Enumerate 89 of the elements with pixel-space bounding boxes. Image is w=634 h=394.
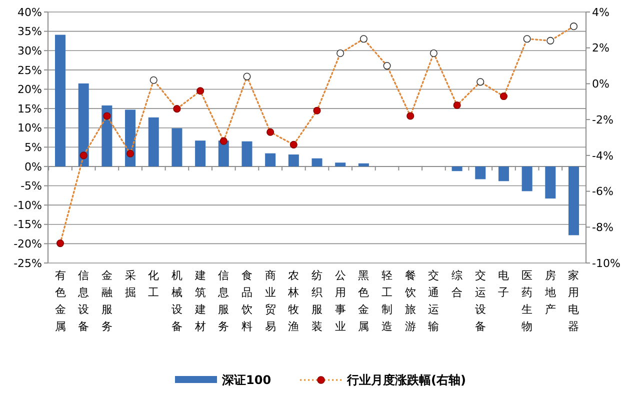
bar (288, 154, 299, 166)
bar (218, 140, 229, 166)
x-tick-label: 黑色金属 (358, 269, 370, 333)
point (336, 49, 344, 58)
bar (312, 158, 322, 166)
y-tick-label: 15% (18, 102, 42, 116)
y2-tick-label: -4% (592, 149, 614, 162)
x-tick-label: 机械设备 (171, 269, 182, 333)
x-tick-label: 电子 (498, 269, 510, 299)
point (56, 240, 64, 248)
x-tick-label: 商业贸易 (264, 269, 276, 333)
y-tick-label: 35% (18, 25, 42, 38)
bar (78, 83, 89, 166)
x-tick-label: 餐饮旅游 (404, 269, 416, 333)
y-tick-label: 20% (18, 83, 42, 96)
x-tick-label: 综合 (452, 269, 463, 299)
y-tick-label: 40% (18, 6, 42, 19)
point (406, 112, 414, 120)
y-tick-label: -5% (20, 180, 42, 193)
x-tick-label: 交通运输 (428, 269, 440, 333)
bar (358, 163, 369, 166)
x-tick-label: 房地产 (544, 269, 556, 316)
point (80, 152, 88, 160)
y2-tick-label: -10% (592, 256, 620, 270)
y-tick-label: 10% (18, 122, 42, 135)
legend-label: 行业月度涨跌幅(右轴) (346, 373, 466, 388)
point (150, 76, 158, 84)
point (523, 35, 531, 43)
bar (195, 140, 206, 166)
point (173, 105, 181, 113)
y2-tick-label: 0% (592, 78, 610, 91)
x-tick-label: 农林牧渔 (287, 269, 300, 333)
point (570, 22, 578, 30)
point (430, 49, 438, 58)
point (546, 36, 554, 44)
point (453, 101, 461, 110)
y-tick-label: 5% (24, 141, 42, 154)
point (266, 128, 274, 136)
point (220, 137, 228, 145)
bar (242, 141, 252, 166)
x-tick-label: 医药生物 (522, 269, 533, 333)
point (243, 72, 251, 80)
y-tick-label: -10% (14, 198, 42, 212)
point (500, 92, 508, 100)
y2-tick-label: 2% (592, 42, 610, 55)
point (476, 78, 484, 86)
x-tick-label: 轻工制造 (382, 269, 393, 333)
x-tick-label: 采掘 (124, 269, 136, 299)
bar (102, 105, 112, 166)
point (103, 112, 111, 120)
bar (265, 153, 276, 166)
point (313, 106, 321, 114)
x-tick-label: 纺织服装 (312, 269, 322, 333)
x-tick-label: 交运设备 (474, 269, 486, 333)
x-tick-label: 金融服务 (101, 269, 112, 333)
point (360, 35, 368, 43)
bar (55, 34, 66, 166)
x-tick-label: 公用事业 (334, 269, 346, 333)
x-tick-label: 食品饮料 (240, 269, 252, 333)
bar (452, 166, 462, 172)
point (196, 87, 204, 95)
y2-tick-label: 4% (592, 6, 610, 19)
bar (568, 166, 579, 236)
y-tick-label: 0% (24, 160, 42, 174)
point (290, 140, 298, 148)
y-tick-label: 30% (18, 44, 42, 58)
point (126, 150, 134, 158)
y-tick-label: -20% (14, 238, 42, 251)
x-tick-label: 信息服务 (217, 269, 230, 333)
bar (172, 128, 182, 166)
x-tick-label: 有色金属 (54, 269, 66, 333)
legend-label: 深证100 (221, 373, 272, 388)
x-tick-label: 建筑建材 (194, 269, 206, 333)
bar (148, 117, 159, 166)
point (383, 62, 391, 70)
bar (522, 166, 532, 192)
x-tick-label: 化工 (148, 269, 160, 299)
x-tick-label: 家用电器 (568, 269, 580, 333)
y2-tick-label: -6% (592, 185, 614, 198)
y2-tick-label: -8% (592, 220, 614, 234)
bar (498, 166, 509, 182)
y2-tick-label: -2% (592, 113, 614, 126)
y-tick-label: -15% (14, 218, 42, 232)
bar (545, 166, 556, 199)
y-tick-label: 25% (18, 64, 42, 77)
x-tick-label: 信息设备 (77, 269, 90, 333)
y-tick-label: -25% (14, 256, 42, 270)
bar (475, 166, 486, 180)
bar (335, 162, 346, 166)
